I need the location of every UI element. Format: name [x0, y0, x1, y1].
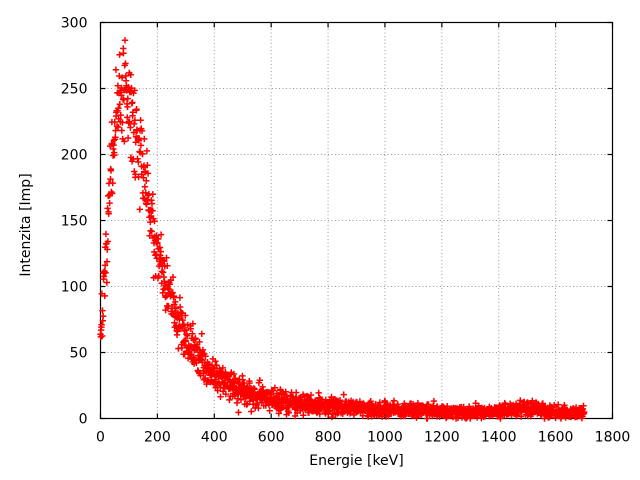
y-tick-label: 300 [61, 16, 88, 32]
x-tick-label: 600 [258, 430, 285, 446]
plot-border [99, 21, 614, 420]
data-points-series [97, 37, 588, 422]
y-tick-label: 250 [61, 82, 88, 98]
y-tick-label: 50 [70, 346, 88, 362]
y-tick-label: 100 [61, 280, 88, 296]
x-tick-label: 400 [201, 430, 228, 446]
x-tick-label: 1200 [424, 430, 460, 446]
x-tick-label: 200 [144, 430, 171, 446]
x-tick-label: 1400 [481, 430, 517, 446]
x-axis-label: Energie [keV] [309, 453, 403, 469]
y-tick-label: 0 [79, 412, 88, 428]
x-tick-label: 1000 [367, 430, 403, 446]
y-tick-label: 200 [61, 148, 88, 164]
y-axis-label: Intenzita [Imp] [18, 173, 34, 276]
x-tick-label: 0 [96, 430, 105, 446]
tick-labels: 0 200 400 600 800 1000 1200 1400 1600 1800 0 50 100 1… [61, 16, 631, 446]
y-tick-label: 150 [61, 214, 88, 230]
x-tick-label: 800 [315, 430, 342, 446]
x-tick-label: 1600 [538, 430, 574, 446]
x-tick-label: 1800 [595, 430, 631, 446]
scatter-points-path [97, 37, 588, 422]
